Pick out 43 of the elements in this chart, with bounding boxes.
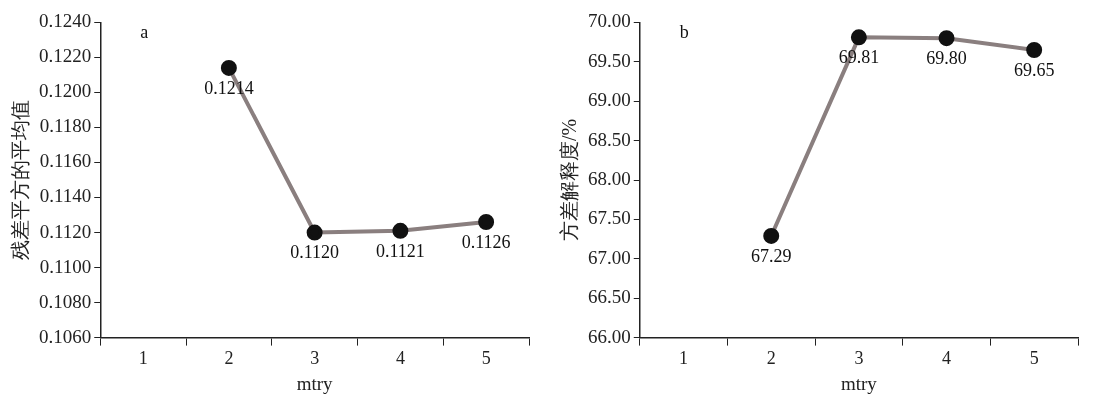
y-tick-label: 0.1060 xyxy=(39,325,92,347)
annotation: b xyxy=(679,22,689,43)
y-tick-label: 66.50 xyxy=(588,286,631,308)
y-tick-label: 67.00 xyxy=(588,246,631,268)
y-tick-label: 0.1100 xyxy=(39,255,92,277)
data-label: 69.81 xyxy=(838,47,880,68)
y-tick-label: 69.00 xyxy=(588,89,631,111)
y-tick-label: 0.1220 xyxy=(39,45,92,67)
x-tick-label: 5 xyxy=(481,348,491,369)
x-tick-label: 5 xyxy=(1029,348,1039,369)
x-axis-title: mtry xyxy=(840,372,878,394)
data-label: 69.80 xyxy=(926,47,967,68)
data-label: 69.65 xyxy=(1013,59,1055,80)
data-label: 0.1126 xyxy=(461,231,511,252)
y-tick-label: 70.00 xyxy=(588,10,631,32)
y-tick-label: 0.1120 xyxy=(39,220,92,242)
data-label: 0.1121 xyxy=(375,240,425,261)
y-tick-label: 69.50 xyxy=(588,49,631,71)
y-tick-label: 68.00 xyxy=(588,167,631,189)
y-tick-label: 0.1140 xyxy=(39,185,92,207)
x-tick-label: 4 xyxy=(395,348,405,369)
y-tick-label: 0.1080 xyxy=(39,290,92,312)
x-tick-label: 3 xyxy=(310,348,320,369)
y-tick-label: 0.1160 xyxy=(39,150,92,172)
annotation: a xyxy=(140,22,149,43)
y-tick-label: 0.1240 xyxy=(39,10,92,32)
y-tick-label: 0.1180 xyxy=(39,115,92,137)
data-label: 67.29 xyxy=(750,245,792,266)
x-tick-label: 2 xyxy=(224,348,234,369)
x-tick-label: 4 xyxy=(942,348,952,369)
y-tick-label: 0.1200 xyxy=(39,80,92,102)
x-tick-label: 1 xyxy=(138,348,148,369)
y-tick-label: 68.50 xyxy=(588,128,631,150)
x-axis-title: mtry xyxy=(296,372,334,394)
x-tick-label: 2 xyxy=(766,348,776,369)
y-axis-title: 方差解释度/% xyxy=(558,118,581,242)
y-axis-title: 残差平方的平均值 xyxy=(9,100,32,260)
y-tick-label: 66.00 xyxy=(588,325,631,347)
x-tick-label: 3 xyxy=(854,348,864,369)
data-label: 0.1120 xyxy=(290,242,340,263)
y-tick-label: 67.50 xyxy=(588,207,631,229)
data-label: 0.1214 xyxy=(204,77,254,98)
x-tick-label: 1 xyxy=(679,348,689,369)
